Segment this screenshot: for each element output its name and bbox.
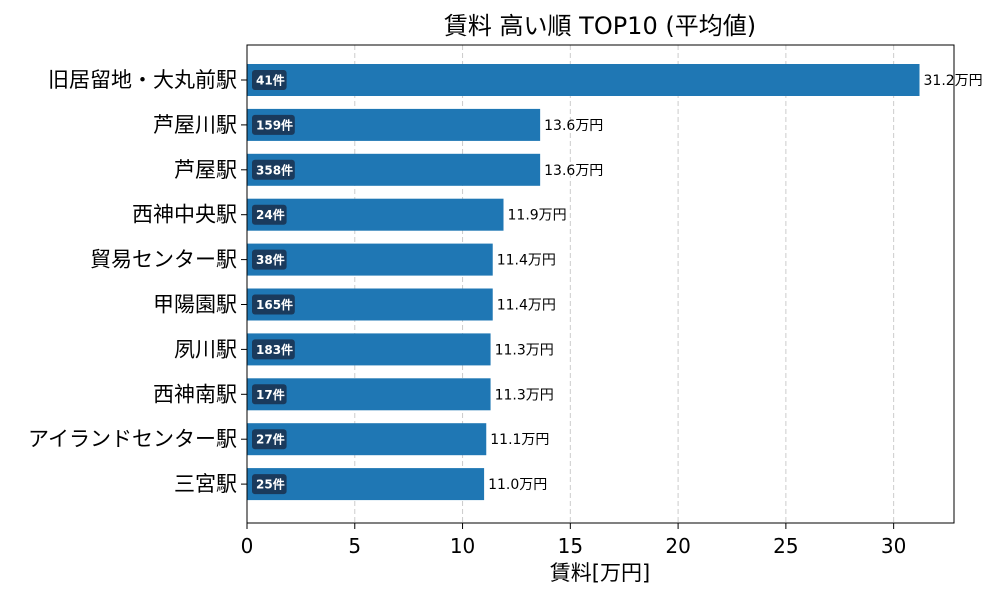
bar [247, 64, 920, 96]
x-axis-label: 賃料[万円] [550, 561, 650, 585]
count-label: 41件 [256, 73, 285, 88]
x-tick-label: 5 [348, 534, 361, 558]
bar [247, 198, 504, 231]
count-badge [252, 339, 295, 360]
value-label: 11.3万円 [495, 342, 554, 358]
count-badge [252, 429, 287, 450]
y-tick-label: 芦屋川駅 [153, 113, 237, 137]
count-badge [252, 204, 287, 225]
count-label: 165件 [256, 297, 293, 312]
count-badge [252, 249, 287, 270]
value-label: 11.3万円 [495, 387, 554, 403]
count-label: 24件 [256, 207, 285, 222]
value-label: 11.9万円 [508, 208, 567, 224]
count-label: 183件 [256, 342, 293, 357]
y-axis-ticks: 旧居留地・大丸前駅芦屋川駅芦屋駅西神中央駅貿易センター駅甲陽園駅夙川駅西神南駅ア… [28, 68, 247, 496]
value-label: 31.2万円 [924, 73, 983, 89]
x-tick-label: 0 [241, 534, 254, 558]
y-tick-label: 西神南駅 [153, 382, 237, 406]
y-tick-label: アイランドセンター駅 [28, 427, 237, 451]
x-tick-label: 20 [665, 534, 690, 558]
count-label: 159件 [256, 117, 293, 132]
plot-frame [246, 44, 955, 524]
x-axis-ticks: 0 5 10 15 20 25 30 [241, 523, 906, 558]
count-label: 358件 [256, 162, 293, 177]
chart-title: 賃料 高い順 TOP10 (平均値) [444, 12, 756, 40]
bar [247, 108, 541, 141]
bar [247, 423, 487, 456]
value-label: 11.1万円 [490, 432, 549, 448]
y-tick-label: 三宮駅 [174, 472, 237, 496]
count-label: 38件 [256, 252, 285, 267]
count-label: 25件 [256, 477, 285, 492]
x-tick-label: 25 [773, 534, 798, 558]
bar [247, 153, 541, 186]
y-tick-label: 旧居留地・大丸前駅 [48, 68, 237, 92]
count-label: 17件 [256, 387, 285, 402]
count-badge [252, 159, 295, 180]
y-tick-label: 西神中央駅 [132, 203, 237, 227]
x-tick-label: 30 [881, 534, 906, 558]
value-label: 11.0万円 [488, 477, 547, 493]
bar [247, 378, 491, 411]
bar [247, 243, 493, 276]
x-tick-label: 15 [558, 534, 583, 558]
count-badge [252, 70, 287, 90]
x-tick-label: 10 [450, 534, 475, 558]
y-tick-label: 芦屋駅 [174, 158, 237, 182]
y-tick-label: 甲陽園駅 [153, 293, 237, 317]
bars: 41件 31.2万円 159件 13.6万円 358件 13.6万円 24件 11.9万円 38… [247, 64, 983, 501]
count-badge [252, 384, 287, 405]
y-tick-label: 貿易センター駅 [90, 248, 237, 272]
count-badge [252, 474, 287, 495]
count-badge [252, 114, 295, 135]
value-label: 13.6万円 [544, 163, 603, 179]
value-label: 11.4万円 [497, 253, 556, 269]
value-label: 13.6万円 [544, 118, 603, 134]
count-label: 27件 [256, 432, 285, 447]
y-tick-label: 夙川駅 [174, 337, 237, 361]
count-badge [252, 294, 295, 315]
value-label: 11.4万円 [497, 298, 556, 314]
